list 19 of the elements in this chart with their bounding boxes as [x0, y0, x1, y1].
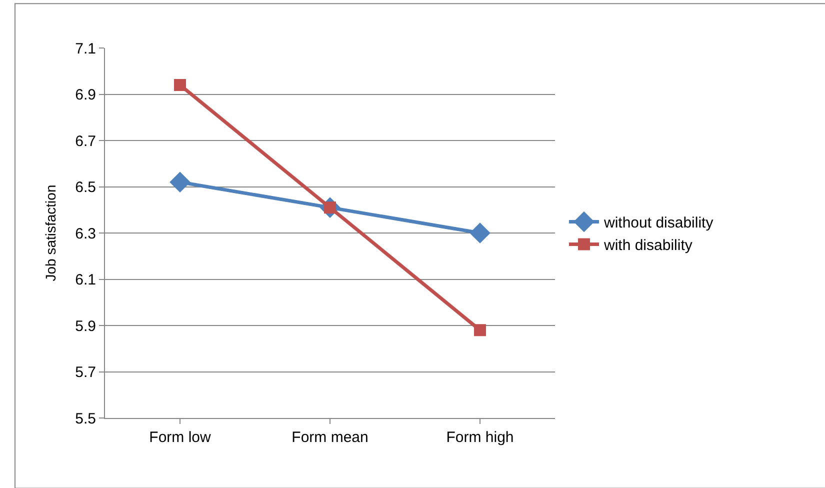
y-tick-label: 5.5	[75, 410, 96, 428]
legend-label: without disability	[603, 214, 714, 232]
x-tick-label: Form high	[446, 429, 514, 446]
y-tick-label: 6.9	[75, 86, 96, 104]
point	[170, 172, 190, 193]
x-tick-label: Form low	[149, 429, 211, 446]
y-tick-label: 5.7	[75, 364, 96, 381]
y-axis-title: Job satisfaction	[42, 184, 59, 282]
y-tick-label: 6.1	[75, 272, 96, 288]
point	[470, 222, 490, 244]
legend-label: with disability	[603, 237, 693, 254]
point	[174, 79, 186, 91]
x-tick-label: Form mean	[292, 429, 368, 446]
point	[474, 324, 486, 336]
y-tick-label: 7.1	[75, 40, 96, 58]
y-tick-label: 5.9	[75, 318, 96, 335]
y-tick-label: 6.3	[75, 225, 96, 242]
y-tick-label: 6.7	[75, 132, 96, 150]
y-tick-label: 6.5	[75, 179, 96, 196]
